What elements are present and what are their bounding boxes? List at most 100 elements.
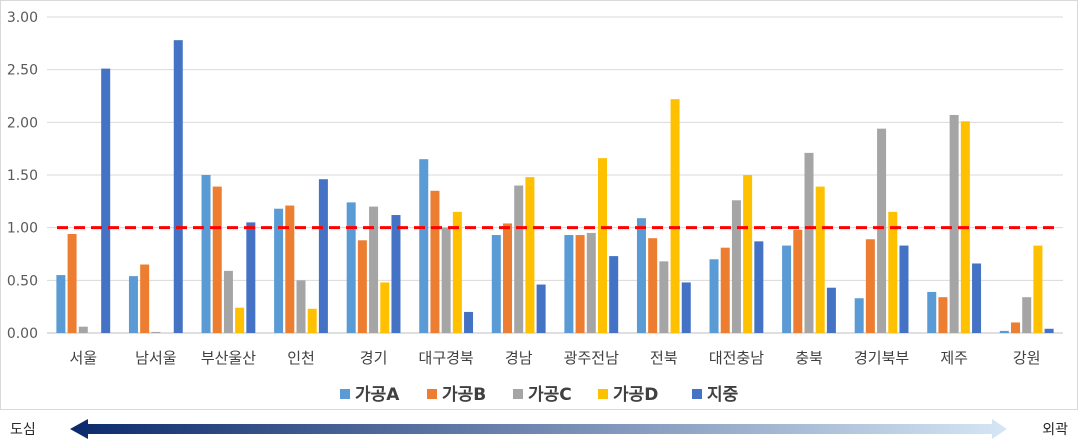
bar xyxy=(274,208,284,333)
bar xyxy=(636,218,646,333)
bar xyxy=(380,282,390,333)
bar xyxy=(782,245,792,333)
legend-label: 가공B xyxy=(442,385,486,405)
bar xyxy=(101,68,111,333)
legend-swatch xyxy=(598,389,608,399)
bar xyxy=(140,264,150,333)
x-tick-label: 부산울산 xyxy=(201,349,256,367)
arrow-right-label: 외곽 xyxy=(1042,422,1068,438)
y-tick-label: 2.50 xyxy=(7,63,38,79)
bar xyxy=(609,256,619,333)
y-tick-label: 3.00 xyxy=(7,10,38,26)
bar xyxy=(938,297,948,333)
legend-swatch xyxy=(692,389,702,399)
legend-swatch xyxy=(340,389,350,399)
bar xyxy=(754,241,764,333)
bar xyxy=(720,247,730,333)
bar xyxy=(503,223,513,333)
y-tick-label: 2.00 xyxy=(7,115,38,131)
x-tick-label: 광주전남 xyxy=(564,349,619,367)
x-tick-label: 인천 xyxy=(287,349,315,367)
arrow-left-label: 도심 xyxy=(10,422,36,438)
bar xyxy=(743,175,753,333)
bar xyxy=(1044,328,1054,333)
bar xyxy=(815,186,825,333)
bar xyxy=(972,263,982,333)
bar xyxy=(285,205,295,333)
bar xyxy=(491,235,501,333)
bar xyxy=(999,330,1009,333)
bar xyxy=(67,233,77,333)
bar xyxy=(597,158,607,333)
legend-label: 가공A xyxy=(355,385,400,405)
y-axis: 0.00 0.50 1.00 1.50 2.00 2.50 3.00 xyxy=(7,10,38,342)
y-tick-label: 1.50 xyxy=(7,168,38,184)
bar xyxy=(369,206,379,333)
bar xyxy=(78,326,88,333)
bar xyxy=(525,177,535,333)
bar xyxy=(318,179,328,333)
bar xyxy=(949,114,959,334)
x-axis: 서울 남서울 부산울산 인천 경기 대구경북 경남 광주전남 전북 대전충남 충북 경기북부 제주 강원 xyxy=(69,349,1040,367)
bar xyxy=(804,152,814,333)
bar xyxy=(357,240,367,333)
gradient-arrow-shape xyxy=(70,419,1007,439)
gridlines xyxy=(47,16,1063,334)
x-tick-label: 강원 xyxy=(1013,349,1041,367)
bar xyxy=(151,331,161,333)
bar xyxy=(865,239,875,333)
legend-label: 가공C xyxy=(528,385,572,405)
x-tick-label: 충북 xyxy=(795,349,823,367)
legend-swatch xyxy=(513,389,523,399)
bar xyxy=(877,128,887,333)
x-tick-label: 서울 xyxy=(69,349,97,367)
bar xyxy=(128,276,138,333)
bar xyxy=(1022,297,1032,333)
bar xyxy=(212,186,222,333)
bar xyxy=(56,275,66,333)
bar xyxy=(201,175,211,333)
bar xyxy=(793,229,803,333)
x-tick-label: 경기 xyxy=(360,349,388,367)
bar xyxy=(452,211,462,333)
bar xyxy=(1011,322,1021,333)
bar xyxy=(173,40,183,333)
bars xyxy=(56,40,1054,334)
bar xyxy=(586,232,596,333)
gradient-arrow: 도심 외곽 xyxy=(10,419,1068,439)
x-tick-label: 전북 xyxy=(650,349,678,367)
legend-label: 지중 xyxy=(707,385,739,405)
x-tick-label: 대구경북 xyxy=(419,349,474,367)
y-tick-label: 0.00 xyxy=(7,326,38,342)
bar xyxy=(246,222,256,333)
bar xyxy=(391,215,401,333)
bar xyxy=(927,291,937,333)
bar xyxy=(575,235,585,333)
legend-label: 가공D xyxy=(613,385,658,405)
bar xyxy=(514,185,524,333)
bar xyxy=(648,238,658,333)
x-tick-label: 대전충남 xyxy=(709,349,764,367)
bar xyxy=(899,245,909,333)
bar xyxy=(564,235,574,333)
x-tick-label: 제주 xyxy=(940,349,968,367)
bar xyxy=(430,190,440,333)
bar xyxy=(826,287,836,333)
bar xyxy=(659,261,669,333)
bar xyxy=(441,227,451,333)
bar xyxy=(670,99,680,333)
y-tick-label: 1.00 xyxy=(7,221,38,237)
bar xyxy=(709,259,719,333)
x-tick-label: 남서울 xyxy=(135,349,176,367)
x-tick-label: 경남 xyxy=(505,349,533,367)
bar xyxy=(307,308,317,333)
legend: 가공A 가공B 가공C 가공D 지중 xyxy=(340,385,739,405)
bar xyxy=(536,284,546,333)
bar xyxy=(296,280,306,333)
bar xyxy=(419,159,429,333)
bar xyxy=(681,282,691,333)
bar xyxy=(346,202,356,333)
bar xyxy=(464,311,474,333)
bar xyxy=(888,211,898,333)
